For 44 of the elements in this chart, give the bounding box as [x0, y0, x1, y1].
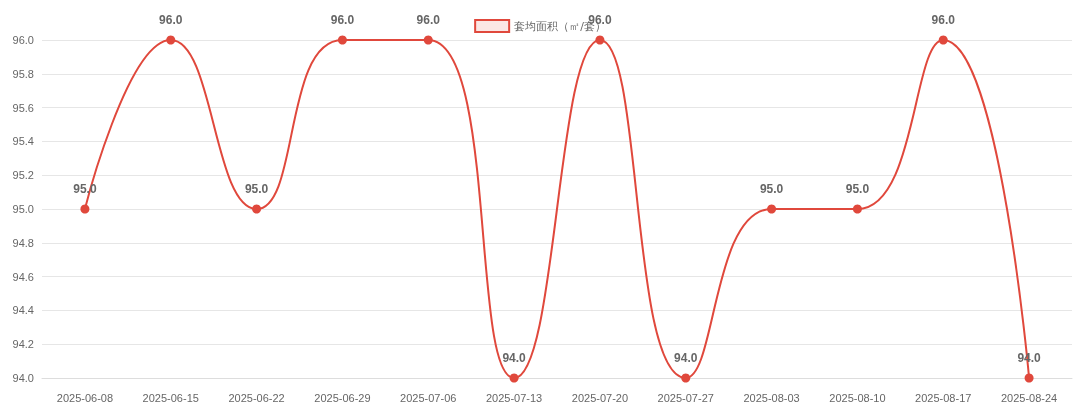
y-tick-label: 95.8: [12, 67, 34, 80]
point: [767, 204, 777, 214]
y-tick-label: 95.6: [12, 101, 34, 114]
data-label: 96.0: [159, 12, 183, 27]
point: [80, 204, 90, 214]
y-tick-label: 95.2: [12, 169, 34, 182]
point: [423, 35, 433, 45]
data-label: 94.0: [502, 350, 527, 365]
point: [681, 373, 691, 383]
x-tick-label: 2025-08-24: [1000, 391, 1058, 404]
data-label: 96.0: [931, 12, 956, 27]
y-tick-label: 94.2: [12, 338, 34, 351]
x-tick-label: 2025-06-08: [56, 391, 114, 404]
data-label: 95.0: [759, 181, 784, 196]
data-label: 95.0: [244, 181, 269, 196]
x-tick-label: 2025-06-29: [314, 391, 371, 404]
point: [938, 35, 948, 45]
y-tick-label: 95.0: [12, 203, 34, 215]
point: [337, 35, 347, 45]
y-tick-label: 96.0: [12, 34, 34, 46]
point: [595, 35, 605, 45]
point: [509, 373, 519, 383]
data-label: 94.0: [674, 350, 698, 365]
y-tick-label: 94.8: [12, 236, 34, 249]
y-tick-label: 95.4: [12, 135, 34, 148]
data-label: 96.0: [330, 12, 355, 27]
y-tick-label: 94.0: [12, 372, 34, 384]
x-tick-label: 2025-07-20: [571, 391, 629, 404]
y-tick-label: 94.6: [12, 270, 34, 283]
x-tick-label: 2025-08-17: [915, 391, 972, 404]
data-label: 96.0: [416, 12, 441, 27]
point: [1024, 373, 1034, 383]
x-tick-label: 2025-06-15: [142, 391, 199, 404]
point: [852, 204, 862, 214]
y-tick-label: 94.4: [12, 304, 34, 317]
x-tick-label: 2025-08-03: [743, 391, 800, 404]
data-label: 95.0: [845, 181, 870, 196]
x-tick-label: 2025-07-27: [657, 391, 714, 404]
x-tick-label: 2025-08-10: [829, 391, 886, 404]
point: [252, 204, 262, 214]
x-tick-label: 2025-07-06: [400, 391, 457, 404]
x-tick-label: 2025-06-22: [228, 391, 285, 404]
x-tick-label: 2025-07-13: [485, 391, 543, 404]
point: [166, 35, 176, 45]
